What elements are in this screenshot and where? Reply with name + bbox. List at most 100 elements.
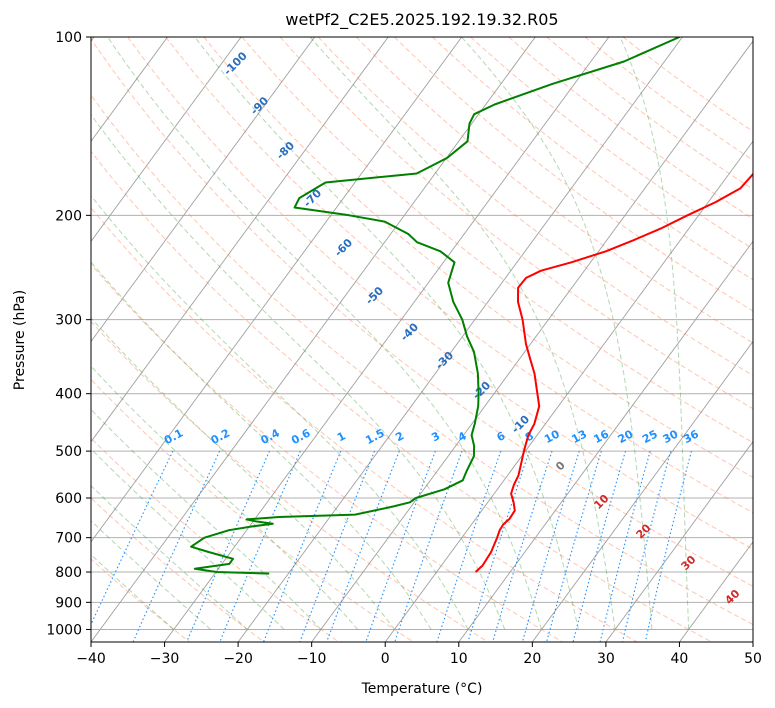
dry-adiabat-line <box>394 37 753 312</box>
isotherm-line <box>605 440 753 642</box>
mixing-ratio-line <box>436 450 502 642</box>
dry-adiabat-line <box>546 37 753 190</box>
isotherm-line <box>91 37 389 443</box>
dry-adiabat-line <box>432 37 753 281</box>
isotherm-line <box>91 37 536 642</box>
mixing-ratio-label: 10 <box>542 427 562 446</box>
mixing-ratio-line <box>326 450 400 642</box>
dry-adiabat-line <box>91 150 713 642</box>
moist-adiabat-line <box>194 37 579 630</box>
mixing-ratio-line <box>546 450 602 642</box>
isotherm-line <box>384 140 753 642</box>
plot-frame <box>90 36 754 643</box>
moist-adiabat-line <box>91 261 432 630</box>
background-grid <box>91 37 753 642</box>
x-tick-label: 50 <box>744 651 762 667</box>
temperature-profile-line <box>474 172 753 573</box>
isotherm-line <box>458 240 753 642</box>
mixing-ratio-line <box>186 450 271 642</box>
isotherm-line <box>311 40 753 642</box>
dry-adiabat-line <box>91 378 414 642</box>
theta-label: -80 <box>274 139 297 162</box>
mixing-ratio-label: 16 <box>591 427 611 446</box>
data-layer: 0.1 0.2 0.4 0.6 1 1.5 2 3 4 6 8 10 13 16 20 25 30 36-100-… <box>162 37 753 607</box>
x-tick-label: 20 <box>523 651 541 667</box>
isotherm-line <box>91 37 168 142</box>
moist-adiabat-line <box>91 448 285 630</box>
mixing-ratio-line <box>132 450 221 642</box>
y-tick-label: 100 <box>55 30 82 46</box>
mixing-ratio-line <box>262 450 342 642</box>
isotherm-line <box>237 37 683 642</box>
mixing-ratio-label: 4 <box>456 429 469 444</box>
mixing-ratio-line <box>599 450 651 642</box>
y-tick-label: 200 <box>55 208 82 224</box>
mixing-ratio-line <box>622 450 672 642</box>
moist-adiabat-line <box>91 365 359 630</box>
mixing-ratio-line <box>299 450 376 642</box>
x-tick-label: −20 <box>223 651 253 667</box>
y-tick-label: 1000 <box>46 622 82 638</box>
theta-label: -60 <box>332 236 355 259</box>
x-tick-label: −10 <box>297 651 327 667</box>
moist-adiabat-label: 0 <box>553 458 568 473</box>
dry-adiabat-line <box>622 37 753 133</box>
axis-ticks: −40 −30 −20 −10 0 10 20 30 40 5010020030040050060… <box>46 30 762 667</box>
mixing-ratio-line <box>91 450 174 626</box>
mixing-ratio-label: 20 <box>616 427 636 446</box>
chart-title: wetPf2_C2E5.2025.192.19.32.R05 <box>285 10 558 30</box>
y-tick-label: 500 <box>55 444 82 460</box>
mixing-ratio-label: 30 <box>661 427 681 446</box>
moist-adiabat-line <box>91 408 322 630</box>
moist-adiabat-line <box>619 37 690 630</box>
isotherm-line <box>531 340 753 642</box>
mixing-ratio-line <box>492 450 553 642</box>
moist-adiabat-line <box>91 194 469 630</box>
y-tick-label: 600 <box>55 491 82 507</box>
dry-adiabat-line <box>91 94 753 626</box>
x-axis-title: Temperature (°C) <box>361 681 483 697</box>
theta-label: -40 <box>398 320 421 343</box>
x-tick-label: 30 <box>597 651 615 667</box>
theta-label: -100 <box>221 49 250 78</box>
x-tick-label: 0 <box>381 651 390 667</box>
moist-adiabat-line <box>309 37 616 630</box>
dry-adiabat-line <box>355 37 753 344</box>
dry-adiabat-line <box>241 37 753 444</box>
dry-adiabat-line <box>91 206 638 642</box>
x-tick-label: 40 <box>671 651 689 667</box>
dry-adiabat-line <box>91 497 265 642</box>
mixing-ratio-label: 25 <box>640 427 660 446</box>
isotherm-line <box>91 37 242 243</box>
mixing-ratio-line <box>644 450 692 642</box>
x-tick-label: 10 <box>450 651 468 667</box>
moist-adiabat-label: 40 <box>722 587 742 607</box>
mixing-ratio-label: 1 <box>335 429 348 444</box>
dry-adiabat-line <box>279 37 753 410</box>
x-tick-label: −30 <box>150 651 180 667</box>
isotherm-line <box>91 37 316 343</box>
mixing-ratio-line <box>365 450 436 642</box>
y-tick-label: 700 <box>55 531 82 547</box>
isotherm-line <box>752 641 753 642</box>
dry-adiabat-line <box>470 37 753 250</box>
moist-adiabat-line <box>91 520 211 630</box>
dewpoint-profile-line <box>190 37 680 575</box>
y-tick-label: 900 <box>55 595 82 611</box>
y-tick-label: 800 <box>55 565 82 581</box>
mixing-ratio-label: 0.1 <box>162 426 185 447</box>
mixing-ratio-line <box>521 450 580 642</box>
y-axis-title: Pressure (hPa) <box>12 290 28 390</box>
mixing-ratio-label: 36 <box>681 427 701 446</box>
mixing-ratio-line <box>394 450 463 642</box>
moist-adiabat-label: 30 <box>679 553 699 573</box>
theta-label: -30 <box>433 349 456 372</box>
mixing-ratio-line <box>572 450 627 642</box>
theta-label: -90 <box>248 94 271 117</box>
mixing-ratio-label: 0.6 <box>289 426 313 447</box>
dry-adiabat-line <box>127 37 753 550</box>
dry-adiabat-line <box>91 263 563 642</box>
moist-adiabat-label: 20 <box>633 521 653 541</box>
mixing-ratio-label: 13 <box>569 427 589 446</box>
